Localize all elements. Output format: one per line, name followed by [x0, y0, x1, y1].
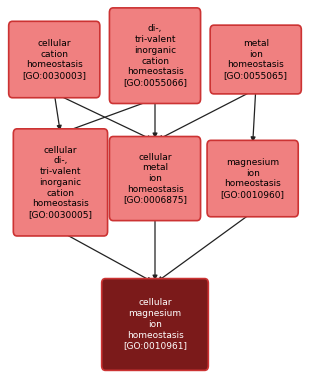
FancyBboxPatch shape: [210, 25, 301, 94]
FancyBboxPatch shape: [207, 141, 298, 217]
Text: metal
ion
homeostasis
[GO:0055065]: metal ion homeostasis [GO:0055065]: [224, 39, 288, 80]
FancyBboxPatch shape: [102, 279, 208, 370]
FancyBboxPatch shape: [109, 8, 201, 104]
FancyBboxPatch shape: [109, 137, 201, 220]
FancyBboxPatch shape: [9, 22, 100, 98]
Text: magnesium
ion
homeostasis
[GO:0010960]: magnesium ion homeostasis [GO:0010960]: [221, 158, 285, 199]
Text: cellular
magnesium
ion
homeostasis
[GO:0010961]: cellular magnesium ion homeostasis [GO:0…: [123, 298, 187, 351]
Text: cellular
cation
homeostasis
[GO:0030003]: cellular cation homeostasis [GO:0030003]: [22, 39, 86, 80]
Text: cellular
metal
ion
homeostasis
[GO:0006875]: cellular metal ion homeostasis [GO:00068…: [123, 152, 187, 205]
Text: cellular
di-,
tri-valent
inorganic
cation
homeostasis
[GO:0030005]: cellular di-, tri-valent inorganic catio…: [29, 146, 92, 219]
FancyBboxPatch shape: [13, 129, 108, 236]
Text: di-,
tri-valent
inorganic
cation
homeostasis
[GO:0055066]: di-, tri-valent inorganic cation homeost…: [123, 24, 187, 87]
